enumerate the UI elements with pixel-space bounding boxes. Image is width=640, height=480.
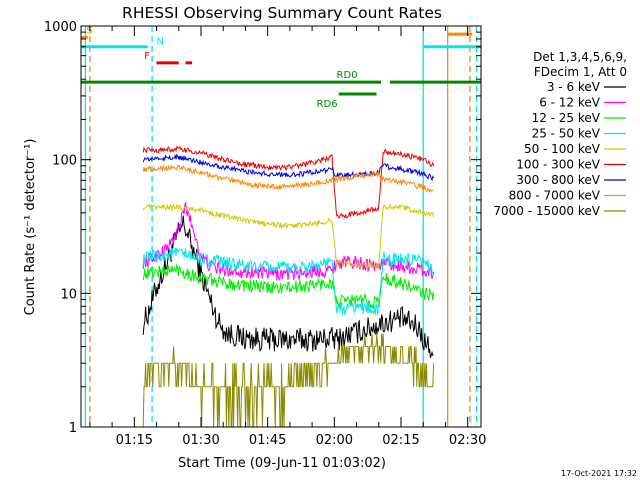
series-line-300-800-kev bbox=[142, 153, 435, 182]
legend-label-6-12-kev: 6 - 12 keV bbox=[539, 96, 601, 110]
x-axis: 01:15 01:30 01:45 02:00 02:15 02:30 bbox=[89, 26, 486, 448]
series-line-6-12-kev bbox=[142, 202, 435, 282]
series-line-12-25-kev bbox=[142, 263, 435, 309]
y-tick-label: 1000 bbox=[44, 20, 77, 35]
series-line-3-6-kev bbox=[142, 215, 434, 358]
flag-label-rd0: RD0 bbox=[337, 70, 358, 81]
legend-header-1: FDecim 1, Att 0 bbox=[534, 65, 627, 79]
x-axis-label: Start Time (09-Jun-11 01:03:02) bbox=[178, 456, 386, 471]
y-axis-label: Count Rate (s⁻¹ detector⁻¹) bbox=[23, 139, 38, 316]
x-tick-label: 02:00 bbox=[316, 433, 353, 448]
y-tick-label: 1 bbox=[69, 421, 77, 436]
legend-label-25-50-kev: 25 - 50 keV bbox=[532, 127, 601, 141]
legend-label-100-300-kev: 100 - 300 keV bbox=[516, 158, 600, 172]
chart-title: RHESSI Observing Summary Count Rates bbox=[122, 4, 442, 22]
flag-label-n: N bbox=[157, 37, 164, 48]
series-line-800-7000-kev bbox=[142, 163, 434, 194]
x-tick-label: 01:15 bbox=[116, 433, 153, 448]
legend-label-800-7000-kev: 800 - 7000 keV bbox=[509, 189, 601, 203]
flag-label-s: S bbox=[86, 26, 92, 37]
series-line-50-100-kev bbox=[142, 203, 435, 270]
series-line-25-50-kev bbox=[142, 247, 435, 316]
legend-header-0: Det 1,3,4,5,6,9, bbox=[533, 50, 627, 64]
series-line-100-300-kev bbox=[142, 145, 435, 219]
plot-frame bbox=[80, 25, 482, 428]
legend-label-7000-15000-kev: 7000 - 15000 keV bbox=[493, 204, 600, 218]
y-axis: 1 10 100 1000 bbox=[44, 20, 481, 436]
series-line-7000-15000-kev bbox=[142, 333, 435, 428]
x-tick-label: 01:45 bbox=[249, 433, 286, 448]
legend-label-300-800-kev: 300 - 800 keV bbox=[516, 173, 600, 187]
legend-label-12-25-kev: 12 - 25 keV bbox=[532, 111, 601, 125]
legend: Det 1,3,4,5,6,9,FDecim 1, Att 03 - 6 keV… bbox=[493, 50, 627, 218]
x-tick-label: 02:30 bbox=[449, 433, 486, 448]
y-tick-label: 100 bbox=[52, 154, 77, 169]
x-tick-label: 02:15 bbox=[382, 433, 419, 448]
y-tick-label: 10 bbox=[60, 287, 77, 302]
flag-label-f: F bbox=[144, 51, 150, 62]
x-tick-label: 01:30 bbox=[182, 433, 219, 448]
flag-bars: S NF RD0 RD6 bbox=[81, 26, 481, 110]
legend-label-3-6-kev: 3 - 6 keV bbox=[547, 80, 601, 94]
vertical-marker-lines bbox=[84, 26, 478, 427]
data-series bbox=[142, 145, 435, 428]
timestamp: 17-Oct-2021 17:32 bbox=[561, 469, 637, 478]
legend-label-50-100-kev: 50 - 100 keV bbox=[524, 142, 601, 156]
flag-label-rd6: RD6 bbox=[317, 99, 338, 110]
